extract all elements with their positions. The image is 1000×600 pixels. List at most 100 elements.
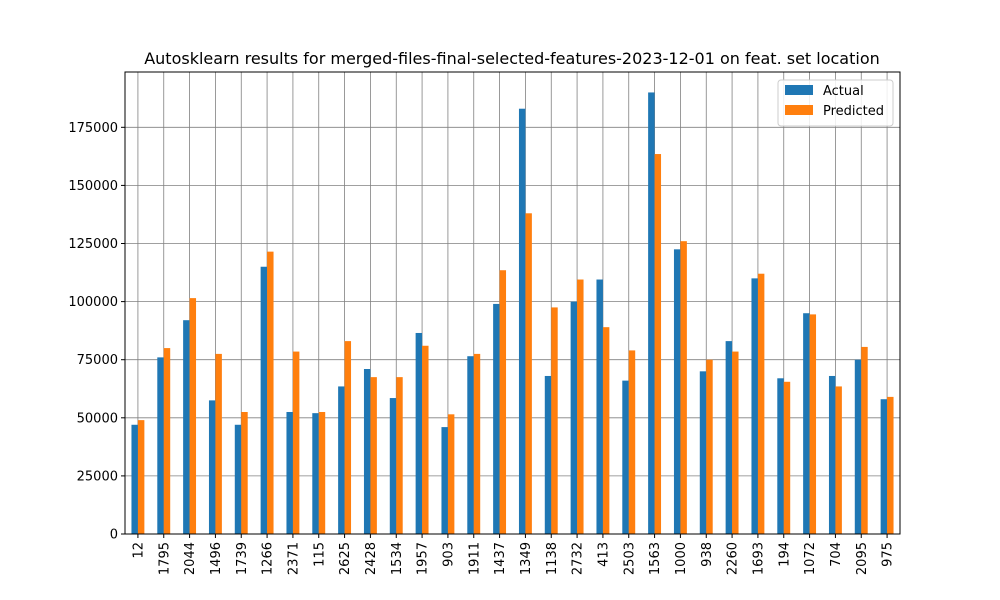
bar-predicted-2371 <box>292 351 300 534</box>
x-tick-label: 2371 <box>286 542 301 575</box>
bar-predicted-1266 <box>267 251 274 534</box>
x-tick-label: 1072 <box>803 542 818 575</box>
bar-actual-194 <box>777 378 784 534</box>
bar-actual-1437 <box>493 303 500 534</box>
bar-predicted-2044 <box>189 298 197 534</box>
bar-actual-903 <box>441 427 448 534</box>
x-tick-label: 1739 <box>235 542 250 575</box>
x-tick-label: 1496 <box>209 542 224 575</box>
bar-predicted-704 <box>835 386 842 534</box>
y-tick-label: 175000 <box>68 121 118 136</box>
bar-predicted-1957 <box>422 345 429 534</box>
x-tick-label: 1138 <box>545 542 560 575</box>
y-tick-label: 150000 <box>68 179 118 194</box>
y-tick-label: 50000 <box>77 411 118 426</box>
bar-actual-2428 <box>363 369 371 534</box>
legend: Actual Predicted <box>777 79 894 127</box>
x-tick-label: 1437 <box>493 542 508 575</box>
legend-swatch-actual <box>785 85 813 95</box>
bar-predicted-2260 <box>732 351 739 534</box>
bar-predicted-938 <box>706 359 713 534</box>
bar-predicted-2503 <box>628 350 636 534</box>
bar-predicted-115 <box>318 411 326 534</box>
bar-actual-704 <box>828 375 836 534</box>
bar-actual-2625 <box>338 386 345 534</box>
bar-actual-12 <box>131 424 138 534</box>
legend-label-predicted: Predicted <box>823 104 884 119</box>
bar-predicted-1739 <box>241 411 248 534</box>
x-tick-label: 1957 <box>416 542 431 575</box>
bar-predicted-12 <box>137 420 145 534</box>
bar-predicted-2095 <box>861 346 868 534</box>
x-tick-label: 975 <box>881 542 896 567</box>
bar-actual-1534 <box>389 398 397 534</box>
bar-predicted-1000 <box>680 241 687 534</box>
bar-actual-115 <box>312 413 319 534</box>
x-tick-label: 704 <box>829 542 844 567</box>
bar-predicted-1496 <box>215 353 222 534</box>
x-tick-label: 1266 <box>261 542 276 575</box>
x-axis: 12 1795 2044 1496 1739 1266 2371 115 2625 2428 153… <box>131 534 896 575</box>
x-tick-label: 2095 <box>855 542 870 575</box>
x-tick-label: 1563 <box>648 542 663 575</box>
bar-predicted-2625 <box>344 341 352 534</box>
y-tick-label: 100000 <box>68 295 118 310</box>
x-tick-label: 1693 <box>751 542 766 575</box>
bar-actual-1957 <box>415 332 423 534</box>
y-axis: 0 25000 50000 75000 100000 125000 150000 175000 <box>68 121 125 543</box>
y-tick-label: 75000 <box>77 353 118 368</box>
bar-actual-975 <box>880 399 888 534</box>
x-tick-label: 2503 <box>622 542 637 575</box>
x-tick-label: 194 <box>777 542 792 567</box>
bar-actual-938 <box>699 371 707 534</box>
bar-predicted-1911 <box>473 353 481 534</box>
bar-actual-1000 <box>673 249 681 534</box>
x-tick-label: 2625 <box>338 542 353 575</box>
bar-predicted-903 <box>447 414 455 534</box>
x-tick-label: 903 <box>441 542 456 567</box>
bar-actual-1496 <box>208 400 216 534</box>
bar-predicted-975 <box>887 396 894 534</box>
bar-predicted-1437 <box>499 270 507 534</box>
bar-actual-1072 <box>803 313 810 534</box>
x-tick-label: 2044 <box>183 542 198 575</box>
bar-actual-2503 <box>622 380 629 534</box>
bar-actual-1349 <box>518 108 526 534</box>
bar-actual-1795 <box>157 357 164 534</box>
bar-actual-2371 <box>286 411 293 534</box>
bars <box>131 92 894 534</box>
bar-predicted-2428 <box>370 377 377 534</box>
bar-predicted-1534 <box>396 377 403 534</box>
bar-actual-1739 <box>234 424 242 534</box>
bar-actual-413 <box>596 279 603 534</box>
bar-predicted-1349 <box>525 213 532 534</box>
x-tick-label: 12 <box>131 542 146 559</box>
bar-actual-1563 <box>648 92 655 534</box>
bar-actual-2044 <box>183 320 190 534</box>
bar-predicted-1795 <box>163 348 171 534</box>
legend-swatch-predicted <box>785 105 813 115</box>
x-tick-label: 1911 <box>467 542 482 575</box>
y-tick-label: 0 <box>110 528 118 543</box>
bar-actual-2260 <box>725 341 733 534</box>
bar-actual-1911 <box>467 356 474 534</box>
bar-actual-2732 <box>570 301 578 534</box>
bar-actual-1693 <box>751 278 758 534</box>
chart-title: Autosklearn results for merged-files-fin… <box>144 49 880 68</box>
bar-actual-1138 <box>544 375 552 534</box>
y-tick-label: 25000 <box>77 469 118 484</box>
bar-predicted-194 <box>783 381 791 534</box>
bar-predicted-1563 <box>654 154 662 534</box>
bar-predicted-413 <box>602 327 610 534</box>
bar-actual-1266 <box>260 266 268 534</box>
y-tick-label: 125000 <box>68 237 118 252</box>
bar-predicted-1072 <box>809 314 817 534</box>
x-tick-label: 1349 <box>519 542 534 575</box>
x-tick-label: 2260 <box>726 542 741 575</box>
x-tick-label: 1534 <box>390 542 405 575</box>
x-tick-label: 1795 <box>157 542 172 575</box>
x-tick-label: 2428 <box>364 542 379 575</box>
x-tick-label: 938 <box>700 542 715 567</box>
x-tick-label: 413 <box>596 542 611 567</box>
